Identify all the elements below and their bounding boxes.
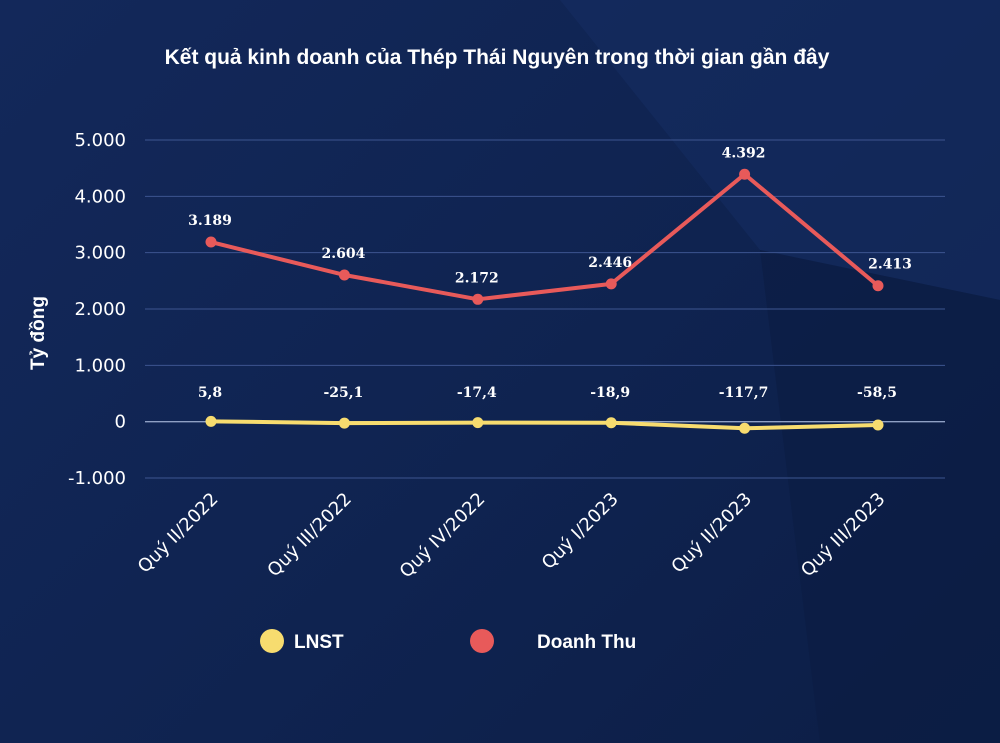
background-facet bbox=[560, 0, 1000, 300]
legend-marker bbox=[260, 629, 284, 653]
data-label: -18,9 bbox=[590, 385, 630, 401]
y-tick-label: 4.000 bbox=[74, 186, 126, 207]
data-label: 2.172 bbox=[455, 270, 499, 286]
data-label: -25,1 bbox=[323, 385, 363, 401]
data-point bbox=[472, 417, 484, 429]
x-tick-label: Quý III/2022 bbox=[263, 489, 355, 581]
legend-label: LNST bbox=[294, 632, 344, 653]
y-tick-label: -1.000 bbox=[68, 468, 126, 489]
y-tick-label: 2.000 bbox=[74, 299, 126, 320]
data-label: 2.413 bbox=[868, 257, 912, 273]
series-group bbox=[205, 168, 884, 434]
x-tick-label: Quý IV/2022 bbox=[396, 489, 490, 583]
data-point bbox=[472, 293, 484, 305]
y-tick-label: 5.000 bbox=[74, 130, 126, 151]
data-point bbox=[872, 419, 884, 431]
legend-label: Doanh Thu bbox=[537, 632, 636, 653]
y-axis-label: Tỷ đồng bbox=[28, 296, 49, 370]
chart-title: Kết quả kinh doanh của Thép Thái Nguyên … bbox=[165, 46, 830, 69]
y-tick-label: 1.000 bbox=[74, 355, 126, 376]
x-axis-ticks: Quý II/2022 Quý III/2022 Quý IV/2022 Quý I/… bbox=[134, 489, 890, 583]
legend: LNST Doanh Thu bbox=[260, 629, 636, 653]
data-labels: 3.189 2.604 2.172 2.446 4.392 2.413 5,8 -25,1 -1… bbox=[188, 145, 912, 401]
data-point bbox=[739, 168, 751, 180]
data-label: 2.446 bbox=[588, 255, 632, 271]
data-point bbox=[338, 269, 350, 281]
series-line-doanh-thu bbox=[209, 172, 880, 302]
y-tick-label: 3.000 bbox=[74, 243, 126, 264]
y-tick-label: 0 bbox=[115, 412, 126, 433]
data-label: 2.604 bbox=[321, 246, 365, 262]
data-label: 3.189 bbox=[188, 213, 232, 229]
data-label: -58,5 bbox=[857, 385, 897, 401]
data-point bbox=[205, 415, 217, 427]
data-point bbox=[872, 280, 884, 292]
x-tick-label: Quý II/2023 bbox=[667, 489, 756, 578]
data-point bbox=[338, 417, 350, 429]
data-label: 4.392 bbox=[722, 145, 766, 161]
x-tick-label: Quý II/2022 bbox=[134, 489, 223, 578]
x-tick-label: Quý I/2023 bbox=[538, 489, 623, 574]
data-label: 5,8 bbox=[198, 385, 222, 401]
series-line-lnst bbox=[209, 419, 880, 431]
data-point bbox=[205, 236, 217, 248]
data-point bbox=[739, 422, 751, 434]
data-point bbox=[605, 417, 617, 429]
data-point bbox=[605, 278, 617, 290]
data-label: -17,4 bbox=[457, 385, 497, 401]
data-label: -117,7 bbox=[719, 385, 769, 401]
y-axis-ticks: 5.000 4.000 3.000 2.000 1.000 0 -1.000 bbox=[68, 130, 126, 489]
legend-marker bbox=[470, 629, 494, 653]
background-facet bbox=[760, 250, 1000, 743]
